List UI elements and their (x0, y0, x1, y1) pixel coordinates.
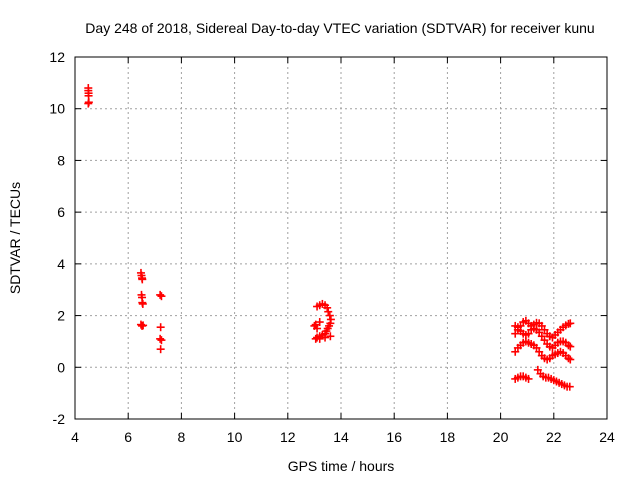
plot-frame (74, 56, 608, 420)
data-point (157, 292, 166, 301)
data-points (84, 84, 575, 391)
data-point (156, 334, 165, 343)
data-point (524, 374, 533, 383)
x-tick-label: 20 (493, 429, 509, 445)
data-point (310, 321, 319, 330)
y-tick-label: 8 (57, 152, 65, 168)
data-point (326, 332, 335, 341)
chart-title: Day 248 of 2018, Sidereal Day-to-day VTE… (85, 20, 594, 36)
y-tick-label: 2 (57, 308, 65, 324)
y-tick-label: 12 (49, 49, 65, 65)
data-point (566, 319, 575, 328)
data-point (324, 307, 333, 316)
x-tick-label: 10 (227, 429, 243, 445)
y-tick-label: 4 (57, 256, 65, 272)
x-tick-label: 6 (124, 429, 132, 445)
y-tick-label: 0 (57, 359, 65, 375)
y-axis-tick-labels: -2 0 2 4 6 8 10 12 (49, 49, 65, 427)
data-point (139, 321, 148, 330)
x-tick-label: 4 (71, 429, 79, 445)
data-point (564, 354, 573, 363)
data-point (315, 318, 324, 327)
data-point (564, 341, 573, 350)
x-tick-label: 14 (333, 429, 349, 445)
x-tick-label: 16 (386, 429, 402, 445)
data-point (156, 323, 165, 332)
data-point (566, 355, 575, 364)
x-axis-title: GPS time / hours (288, 458, 395, 474)
x-tick-label: 24 (599, 429, 615, 445)
gridlines (75, 57, 607, 419)
data-point (323, 303, 332, 312)
data-point (321, 333, 330, 342)
data-point (566, 342, 575, 351)
y-tick-label: 10 (49, 101, 65, 117)
y-tick-label: 6 (57, 204, 65, 220)
data-point (84, 99, 93, 108)
x-axis-tick-labels: 4 6 8 10 12 14 16 18 20 22 24 (71, 429, 615, 445)
x-tick-label: 18 (440, 429, 456, 445)
data-point (138, 299, 147, 308)
data-point (156, 290, 165, 299)
data-point (565, 382, 574, 391)
data-point (315, 334, 324, 343)
data-point (138, 275, 147, 284)
y-axis-title: SDTVAR / TECUs (7, 182, 23, 294)
x-tick-label: 12 (280, 429, 296, 445)
x-tick-label: 8 (178, 429, 186, 445)
data-point (156, 345, 165, 354)
x-tick-label: 22 (546, 429, 562, 445)
data-point (325, 311, 334, 320)
y-tick-label: -2 (53, 411, 66, 427)
data-point (157, 336, 166, 345)
